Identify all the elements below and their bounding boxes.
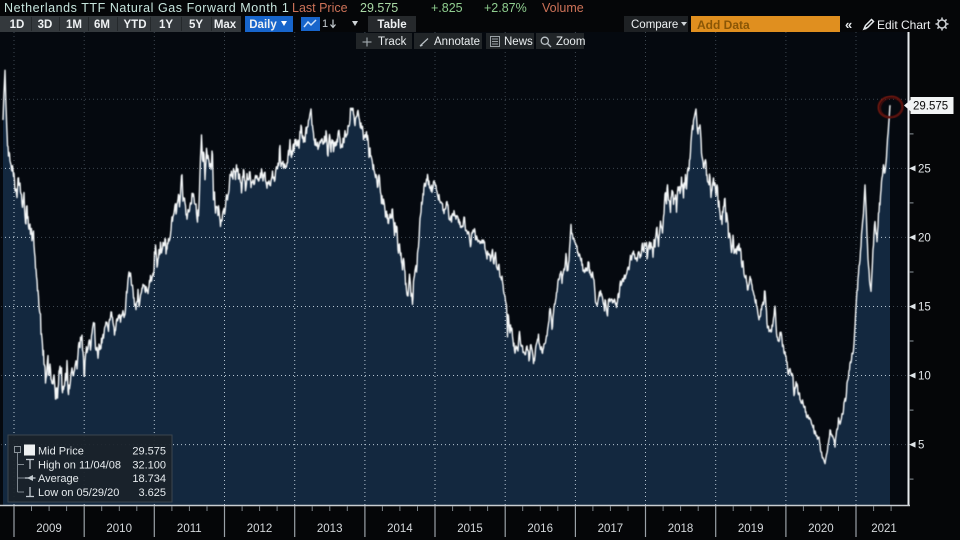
svg-text:2011: 2011 <box>177 523 202 535</box>
svg-text:Low on 05/29/20: Low on 05/29/20 <box>38 487 119 499</box>
svg-text:15: 15 <box>918 302 931 314</box>
svg-text:20: 20 <box>918 232 931 244</box>
svg-text:2021: 2021 <box>871 523 897 535</box>
svg-text:2016: 2016 <box>527 523 553 535</box>
svg-text:3.625: 3.625 <box>138 487 166 499</box>
svg-text:18.734: 18.734 <box>132 473 166 485</box>
svg-text:10: 10 <box>918 371 931 383</box>
svg-text:2020: 2020 <box>808 523 834 535</box>
svg-text:2010: 2010 <box>106 523 132 535</box>
svg-text:29.575: 29.575 <box>132 446 166 458</box>
svg-text:25: 25 <box>918 163 931 175</box>
svg-text:2013: 2013 <box>317 523 343 535</box>
svg-text:Average: Average <box>38 473 79 485</box>
svg-text:29.575: 29.575 <box>913 101 948 113</box>
svg-text:2017: 2017 <box>598 523 624 535</box>
svg-text:2009: 2009 <box>36 523 62 535</box>
svg-text:2018: 2018 <box>668 523 694 535</box>
svg-text:2015: 2015 <box>457 523 483 535</box>
svg-text:2012: 2012 <box>247 523 273 535</box>
svg-text:2019: 2019 <box>738 523 764 535</box>
svg-text:2014: 2014 <box>387 523 413 535</box>
svg-text:5: 5 <box>918 440 924 452</box>
svg-text:High on 11/04/08: High on 11/04/08 <box>38 460 121 472</box>
svg-text:Mid Price: Mid Price <box>38 446 84 458</box>
svg-text:32.100: 32.100 <box>132 460 166 472</box>
